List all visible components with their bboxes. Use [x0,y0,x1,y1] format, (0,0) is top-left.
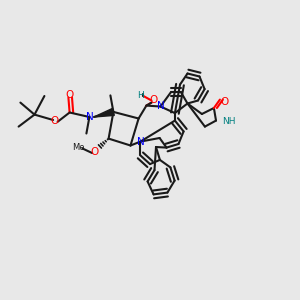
Text: O: O [90,147,99,158]
Polygon shape [94,108,114,117]
Text: H: H [137,91,144,100]
Text: N: N [86,112,94,122]
Text: O: O [50,116,59,126]
Text: N: N [136,136,144,147]
Text: O: O [220,97,229,107]
Text: N: N [157,100,164,111]
Text: O: O [65,90,74,100]
Text: NH: NH [223,117,236,126]
Text: Me: Me [72,143,84,152]
Text: O: O [150,94,158,105]
